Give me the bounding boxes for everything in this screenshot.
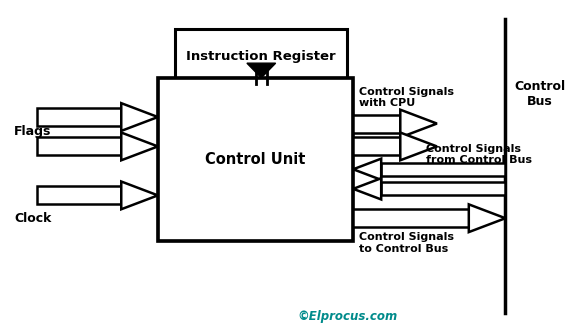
Text: Control Signals
with CPU: Control Signals with CPU [359,87,454,108]
Polygon shape [353,159,381,180]
Bar [175,29,347,84]
Polygon shape [37,108,121,126]
Polygon shape [400,110,437,137]
Text: Flags: Flags [14,125,52,138]
Text: Control Signals
to Control Bus: Control Signals to Control Bus [359,232,454,254]
Bar [158,78,353,241]
Polygon shape [469,205,505,232]
Polygon shape [353,137,400,155]
Text: Clock: Clock [14,212,52,225]
Polygon shape [353,178,381,200]
Polygon shape [121,103,158,131]
Text: Control Signals
from Control Bus: Control Signals from Control Bus [426,144,532,165]
Polygon shape [247,63,276,78]
Text: ©Elprocus.com: ©Elprocus.com [298,310,397,323]
Polygon shape [121,182,158,209]
Polygon shape [37,186,121,205]
Polygon shape [121,132,158,160]
Text: Control
Bus: Control Bus [514,80,566,108]
Polygon shape [353,115,400,132]
Text: Instruction Register: Instruction Register [186,50,336,63]
Polygon shape [37,137,121,155]
Polygon shape [353,209,469,227]
Polygon shape [400,132,437,160]
Polygon shape [381,163,505,176]
Polygon shape [381,182,505,195]
Text: Control Unit: Control Unit [205,152,306,167]
